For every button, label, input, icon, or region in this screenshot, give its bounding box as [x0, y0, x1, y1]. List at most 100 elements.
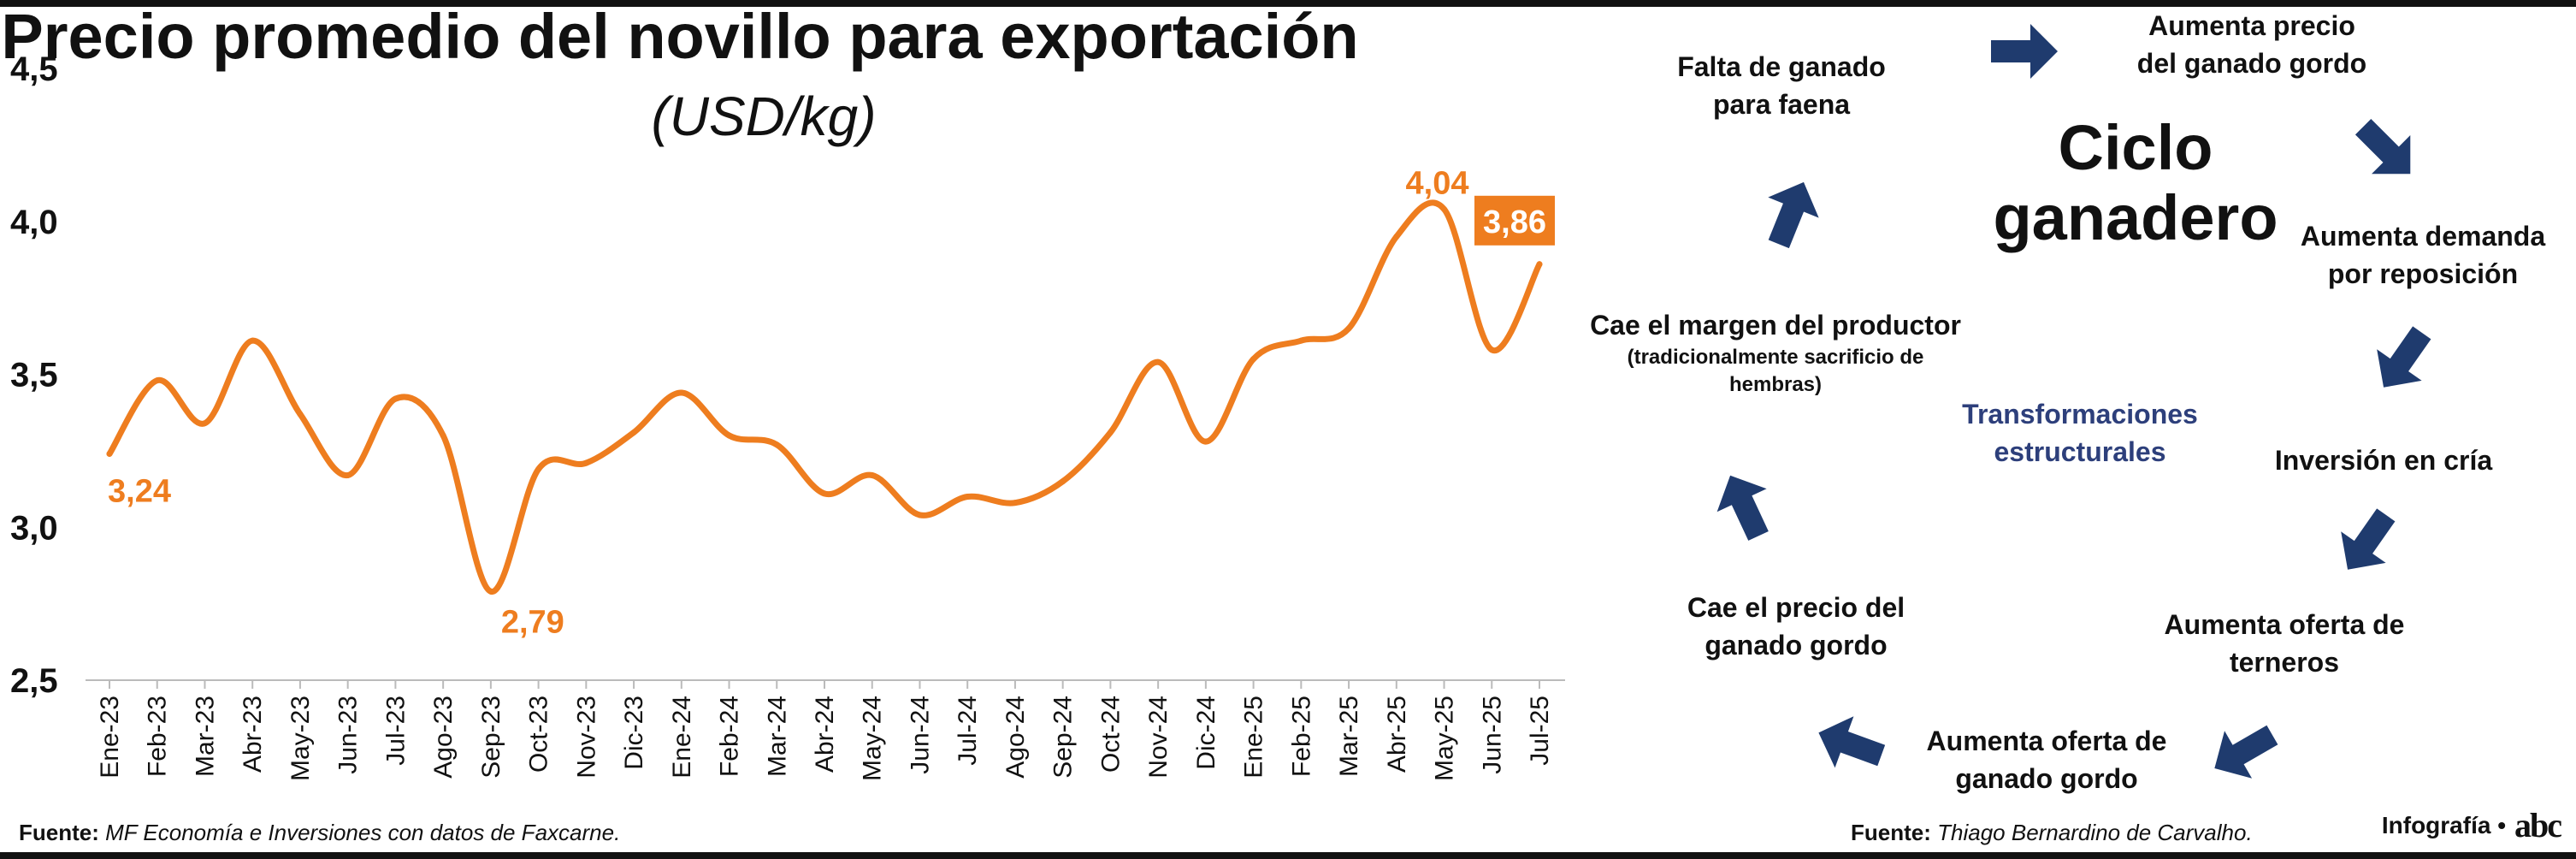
data-point — [726, 432, 733, 439]
data-point — [1250, 356, 1257, 363]
y-tick-label: 2,5 — [10, 662, 58, 700]
cycle-step-8-line1: Cae el margen del productor — [1590, 310, 1961, 341]
price-line — [106, 199, 1543, 595]
x-tick-label: Jun-24 — [906, 696, 934, 774]
price-chart: Precio promedio del novillo para exporta… — [1, 1, 1565, 781]
data-label: 4,04 — [1406, 165, 1469, 201]
chart-title: Precio promedio del novillo para exporta… — [1, 1, 1358, 72]
data-point — [1060, 478, 1066, 485]
cycle-step-2-line1: Aumenta precio — [2148, 10, 2355, 41]
data-point — [201, 420, 208, 427]
cycle-step-7: Cae el precio del ganado gordo — [1687, 589, 1905, 664]
cycle-center-line1: Transformaciones — [1962, 399, 2198, 430]
arrow-up-icon — [1753, 171, 1829, 255]
cycle-step-3-line2: por reposición — [2327, 258, 2519, 289]
source-right-label: Fuente: — [1851, 820, 1931, 845]
cycle-title-line1: Ciclo — [2058, 112, 2213, 183]
x-tick-label: Jul-23 — [381, 696, 410, 766]
data-point — [297, 411, 304, 418]
cycle-step-4-line1: Inversión en cría — [2274, 445, 2493, 476]
source-right-text: Thiago Bernardino de Carvalho. — [1937, 820, 2253, 845]
data-point — [964, 494, 971, 500]
cycle-title: Ciclo ganadero — [1993, 113, 2278, 253]
data-point — [1441, 205, 1448, 212]
x-tick-label: Dic-24 — [1192, 696, 1220, 770]
cycle-center-label: Transformaciones estructurales — [1962, 395, 2198, 471]
cycle-step-6-line2: ganado gordo — [1955, 763, 2138, 794]
source-left-label: Fuente: — [19, 820, 99, 845]
x-tick-label: Oct-24 — [1096, 696, 1125, 773]
cycle-step-2-line2: del ganado gordo — [2136, 48, 2367, 79]
data-point — [535, 465, 542, 472]
top-border — [0, 0, 2576, 7]
y-tick-label: 4,0 — [10, 204, 58, 241]
arrow-right-icon — [1991, 24, 2058, 79]
y-tick-label: 4,5 — [10, 50, 58, 88]
x-tick-label: Jun-25 — [1478, 696, 1506, 774]
data-point — [1488, 347, 1495, 353]
data-point — [1297, 337, 1304, 344]
x-tick-label: Nov-23 — [572, 696, 600, 779]
cycle-step-5: Aumenta oferta de terneros — [2165, 606, 2405, 681]
data-point — [1536, 261, 1543, 268]
cycle-step-3: Aumenta demanda por reposición — [2301, 217, 2545, 293]
data-point — [392, 395, 399, 402]
data-point — [1345, 325, 1352, 332]
cycle-step-5-line1: Aumenta oferta de — [2164, 609, 2405, 640]
abc-logo: abc — [2514, 806, 2562, 844]
data-labels: 3,24 2,79 4,04 3,86 — [108, 165, 1555, 640]
x-tick-label: Feb-25 — [1287, 696, 1315, 777]
x-tick-label: Jun-23 — [334, 696, 363, 774]
cycle-title-line2: ganadero — [1993, 182, 2278, 253]
data-point — [582, 459, 589, 466]
x-tick-label: Feb-23 — [144, 696, 172, 777]
y-tick-label: 3,0 — [10, 509, 58, 547]
data-point — [440, 432, 446, 439]
x-tick-label: Abr-24 — [811, 696, 839, 773]
x-tick-label: Abr-25 — [1383, 696, 1411, 773]
arrow-up-icon — [1705, 464, 1784, 548]
cycle-step-7-line1: Cae el precio del — [1687, 592, 1905, 623]
data-point — [1155, 358, 1161, 365]
x-tick-label: Oct-23 — [525, 696, 553, 773]
data-point — [1393, 234, 1400, 240]
data-point — [249, 337, 256, 344]
chart-subtitle: (USD/kg) — [651, 86, 876, 147]
cycle-step-8-note2: hembras) — [1728, 373, 1823, 396]
data-label: 2,79 — [501, 604, 564, 640]
arrow-down-right-icon — [2343, 107, 2430, 193]
x-tick-label: Mar-25 — [1335, 696, 1363, 777]
y-axis: 2,5 3,0 3,5 4,0 4,5 — [10, 50, 58, 700]
x-tick-label: May-25 — [1431, 696, 1459, 781]
cycle-step-1: Falta de ganado para faena — [1677, 48, 1886, 123]
arrow-down-left-icon — [2360, 317, 2445, 404]
arrow-down-left-icon — [2325, 499, 2409, 586]
data-point — [869, 471, 876, 478]
source-right: Fuente: Thiago Bernardino de Carvalho. — [1851, 820, 2253, 846]
cycle-step-1-line2: para faena — [1712, 89, 1851, 120]
arrow-left-icon — [1809, 707, 1891, 782]
x-tick-label: Jul-24 — [954, 696, 982, 766]
data-point — [1012, 500, 1019, 507]
x-tick-label: Ago-23 — [429, 696, 458, 779]
x-tick-label: Ene-23 — [96, 696, 124, 779]
bottom-border — [0, 852, 2576, 859]
x-tick-label: Abr-23 — [239, 696, 267, 773]
x-tick-label: Dic-23 — [620, 696, 648, 770]
x-tick-label: Sep-23 — [477, 696, 505, 779]
y-tick-label: 3,5 — [10, 357, 58, 394]
x-tick-label: Ago-24 — [1001, 696, 1030, 779]
x-tick-label: Feb-24 — [716, 696, 744, 777]
data-point — [821, 490, 828, 497]
x-tick-label: May-23 — [287, 696, 315, 781]
data-label: 3,24 — [108, 473, 171, 509]
data-point — [487, 588, 494, 595]
credit-label: Infografía • — [2381, 811, 2506, 838]
x-tick-label: Sep-24 — [1049, 696, 1078, 779]
source-left-text: MF Economía e Inversiones con datos de F… — [105, 820, 621, 845]
x-tick-label: Mar-23 — [191, 696, 219, 777]
x-tick-label: Nov-24 — [1144, 696, 1173, 779]
cycle-step-5-line2: terneros — [2229, 647, 2340, 678]
